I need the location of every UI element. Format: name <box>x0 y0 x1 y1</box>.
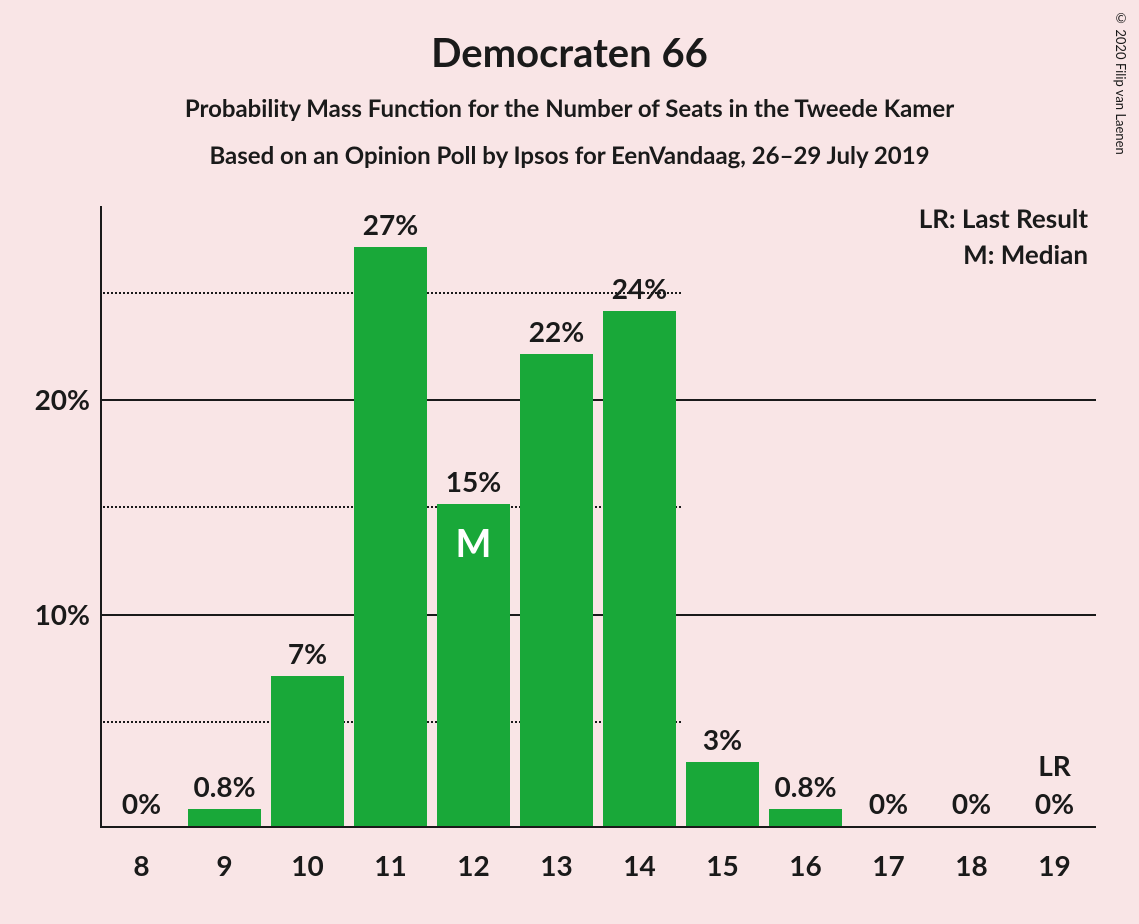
bar-value-label: 0% <box>1035 786 1074 820</box>
bar <box>188 809 261 826</box>
x-axis-label: 11 <box>374 848 406 882</box>
x-axis-label: 9 <box>216 848 232 882</box>
bar-value-label: 0% <box>952 786 991 820</box>
bar <box>769 809 842 826</box>
y-axis-line <box>100 206 102 828</box>
x-axis-label: 12 <box>457 848 489 882</box>
x-axis-label: 15 <box>706 848 738 882</box>
median-marker: M <box>456 520 492 566</box>
x-axis-label: 10 <box>291 848 323 882</box>
bar-value-label: 24% <box>612 271 667 305</box>
y-axis-label: 10% <box>35 597 90 631</box>
bar-value-label: 7% <box>288 636 327 670</box>
y-axis-label: 20% <box>35 382 90 416</box>
bar-value-label: 27% <box>363 207 418 241</box>
last-result-marker: LR <box>1038 748 1071 782</box>
bar-value-label: 0% <box>122 786 161 820</box>
gridline-major <box>100 399 1096 401</box>
bar <box>271 676 344 826</box>
chart-subtitle-1: Probability Mass Function for the Number… <box>0 94 1139 123</box>
copyright-text: © 2020 Filip van Laenen <box>1113 10 1129 155</box>
bar-value-label: 0.8% <box>774 769 836 803</box>
x-axis-line <box>100 826 1096 828</box>
x-axis-label: 18 <box>955 848 987 882</box>
x-axis-label: 8 <box>133 848 149 882</box>
x-axis-label: 19 <box>1038 848 1070 882</box>
gridline-major <box>100 614 1096 616</box>
bar-value-label: 22% <box>529 314 584 348</box>
bar <box>520 354 593 826</box>
bar-value-label: 0.8% <box>193 769 255 803</box>
chart-plot-area: LR: Last Result M: Median 10%20%0%80.8%9… <box>100 206 1096 828</box>
legend-m: M: Median <box>963 238 1088 270</box>
x-axis-label: 14 <box>623 848 655 882</box>
x-axis-label: 17 <box>872 848 904 882</box>
bar <box>354 247 427 826</box>
x-axis-label: 16 <box>789 848 821 882</box>
bar <box>603 311 676 826</box>
x-axis-label: 13 <box>540 848 572 882</box>
chart-subtitle-2: Based on an Opinion Poll by Ipsos for Ee… <box>0 141 1139 170</box>
legend-lr: LR: Last Result <box>919 202 1088 234</box>
bar-value-label: 3% <box>703 722 742 756</box>
bar <box>686 762 759 826</box>
chart-title: Democraten 66 <box>0 0 1139 76</box>
bar-value-label: 15% <box>446 464 501 498</box>
bar-value-label: 0% <box>869 786 908 820</box>
